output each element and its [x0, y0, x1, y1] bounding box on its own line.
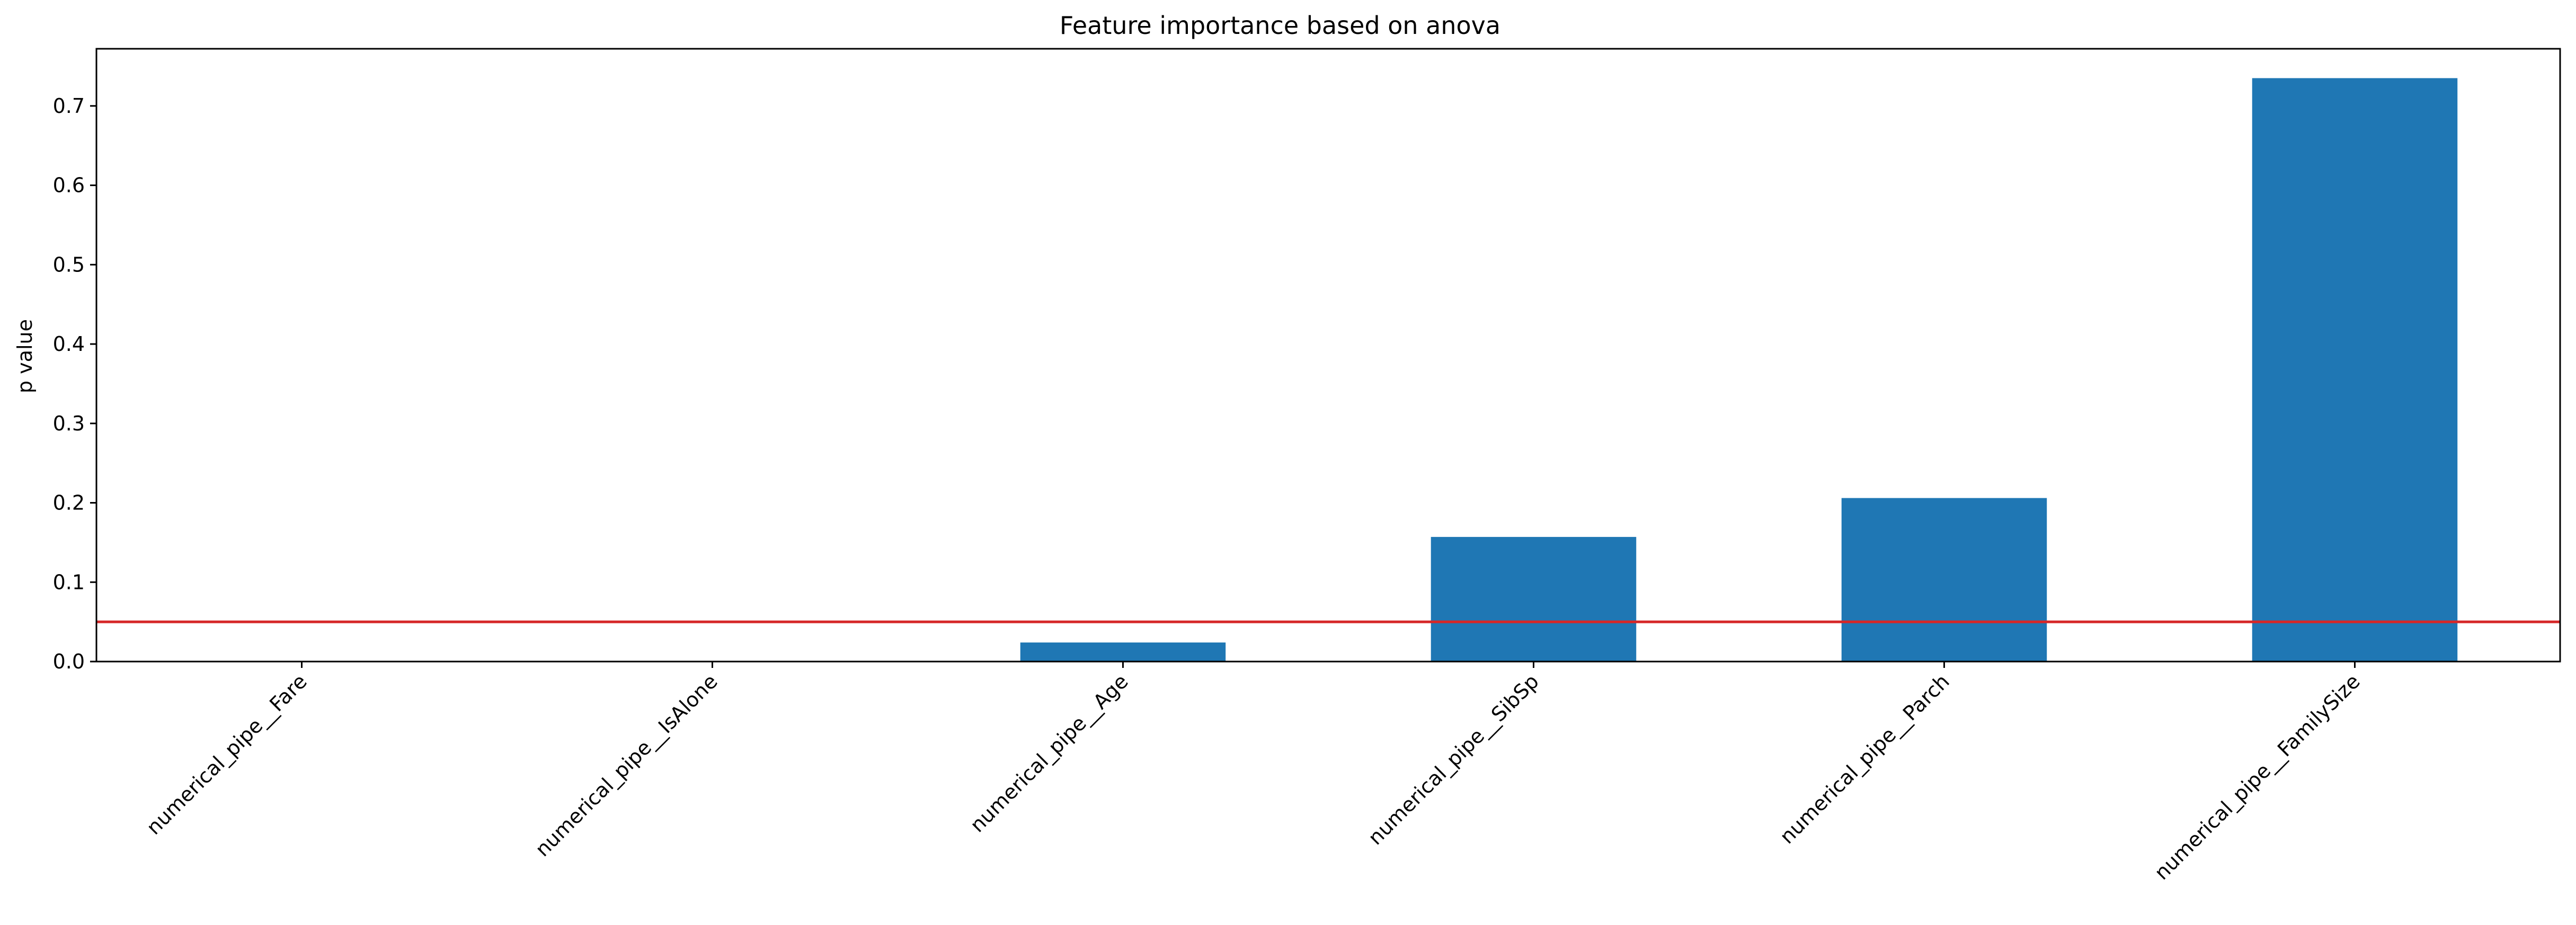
- y-tick-label: 0.6: [53, 174, 85, 197]
- y-tick-label: 0.3: [53, 412, 85, 435]
- y-tick-label: 0.1: [53, 570, 85, 594]
- x-tick-label: numerical_pipe__Fare: [142, 669, 312, 839]
- bar-3: [1431, 536, 1637, 662]
- bar-2: [1020, 642, 1226, 662]
- y-axis-ticks: 0.0 0.1 0.2 0.3 0.4 0.5 0.6 0.7: [53, 94, 96, 673]
- y-tick-label: 0.7: [53, 94, 85, 118]
- x-tick-label: numerical_pipe__SibSp: [1364, 669, 1543, 849]
- x-tick-label: numerical_pipe__Age: [965, 669, 1132, 836]
- y-axis-label: p value: [13, 319, 37, 393]
- chart-title: Feature importance based on anova: [1060, 11, 1500, 40]
- y-tick-label: 0.5: [53, 253, 85, 276]
- x-axis-ticks: numerical_pipe__Fare numerical_pipe__IsAl…: [142, 662, 2365, 884]
- y-tick-label: 0.2: [53, 491, 85, 515]
- y-tick-label: 0.0: [53, 650, 85, 673]
- y-tick-label: 0.4: [53, 332, 85, 356]
- x-tick-label: numerical_pipe__IsAlone: [531, 669, 722, 861]
- x-tick-label: numerical_pipe__FamilySize: [2150, 669, 2365, 884]
- bars-group: [1020, 78, 2458, 662]
- x-tick-label: numerical_pipe__Parch: [1775, 669, 1954, 848]
- bar-5: [2252, 78, 2458, 662]
- bar-4: [1841, 498, 2047, 662]
- plot-frame: [95, 48, 2561, 663]
